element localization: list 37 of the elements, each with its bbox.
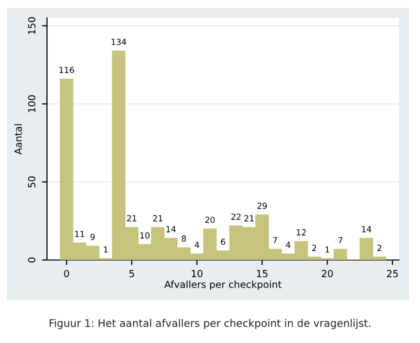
x-tick-label: 10 [192,270,202,278]
data-label: 8 [182,235,186,242]
data-label: 4 [286,242,290,248]
data-label: 116 [60,66,74,74]
x-tick-label: 25 [387,270,398,278]
data-label: 10 [140,232,150,239]
data-label: 1 [326,246,330,253]
y-tick-label: 0 [28,258,36,262]
data-label: 21 [127,215,136,222]
text: Figuur 1: Het aantal afvallers per checkpoint in de vragenlijst. [50,318,370,330]
x-axis-title: Afvallers per checkpoint [164,280,282,290]
y-tick-label: 50 [28,176,36,188]
data-label: 6 [220,238,226,245]
data-label: 21 [153,215,162,222]
data-label: 21 [244,215,254,222]
x-tick-label: 20 [322,270,333,278]
y-tick-label: 100 [28,95,36,112]
x-tick-label: 15 [256,270,268,278]
data-label: 12 [296,229,306,236]
data-label: 22 [231,214,241,220]
data-label: 20 [205,216,215,223]
data-label: 29 [257,202,267,209]
data-label: 1 [104,246,108,253]
x-tick-label: 0 [64,270,70,278]
data-label: 14 [362,226,372,232]
data-label: 14 [166,226,176,232]
data-label: 11 [75,230,84,237]
x-tick-label: 5 [129,270,134,278]
data-label: 7 [338,237,342,244]
data-label: 7 [273,237,278,244]
data-label: 9 [90,234,95,240]
y-tick-label: 150 [28,17,36,34]
data-label: 2 [377,244,382,251]
data-label: 134 [112,38,126,46]
data-label: 2 [312,244,316,251]
data-label: 4 [194,242,200,248]
y-axis-title: Aantal [14,124,22,155]
